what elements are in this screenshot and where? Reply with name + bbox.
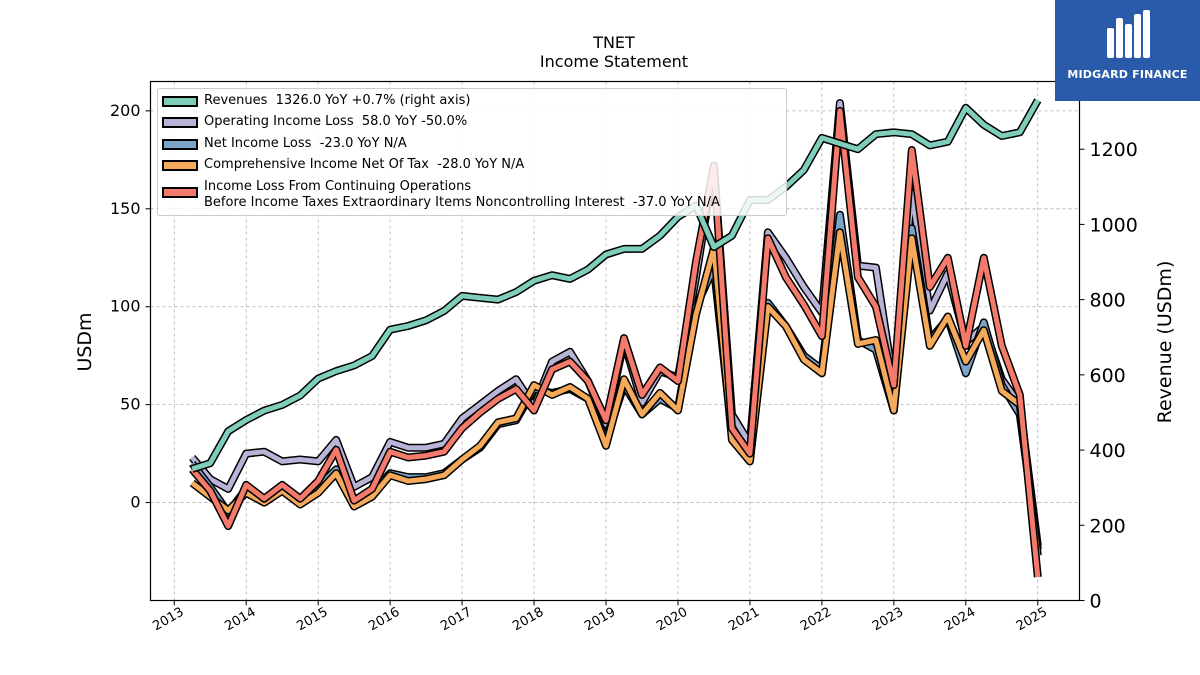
legend-item-operating-income: Operating Income Loss 58.0 YoY -50.0% [162, 114, 467, 130]
brand-logo-mark-icon [1107, 10, 1150, 58]
legend-label-pretax-income: Income Loss From Continuing Operations B… [204, 179, 720, 210]
y2-tick-label-400: 400 [1090, 440, 1126, 462]
y-tick-label-100: 100 [110, 297, 141, 316]
y2-axis-label: Revenue (USDm) [1154, 261, 1176, 424]
legend-item-revenues: Revenues 1326.0 YoY +0.7% (right axis) [162, 93, 470, 109]
legend-label-revenues: Revenues 1326.0 YoY +0.7% (right axis) [204, 93, 471, 108]
legend: Revenues 1326.0 YoY +0.7% (right axis) O… [157, 88, 787, 216]
legend-swatch-revenues [162, 96, 198, 107]
y2-tick-label-1200: 1200 [1090, 139, 1138, 161]
chart-title: TNET [592, 33, 635, 52]
series-line-revenues [191, 99, 1040, 472]
legend-swatch-pretax-income [162, 187, 198, 198]
legend-swatch-net-income [162, 139, 198, 150]
y-tick-label-150: 150 [110, 199, 141, 218]
legend-item-net-income: Net Income Loss -23.0 YoY N/A [162, 136, 407, 152]
legend-item-comprehensive-income: Comprehensive Income Net Of Tax -28.0 Yo… [162, 157, 524, 173]
legend-label-comprehensive-income: Comprehensive Income Net Of Tax -28.0 Yo… [204, 157, 525, 172]
y-axis-label: USDm [74, 312, 96, 371]
y-tick-label-50: 50 [120, 395, 140, 414]
brand-logo: MIDGARD FINANCE [1055, 0, 1200, 101]
brand-logo-text: MIDGARD FINANCE [1067, 68, 1188, 81]
series-line-pretax-income [190, 108, 1041, 578]
legend-label-operating-income: Operating Income Loss 58.0 YoY -50.0% [204, 114, 468, 129]
y-tick-label-0: 0 [130, 493, 140, 512]
chart-subtitle: Income Statement [540, 52, 688, 71]
legend-swatch-comprehensive-income [162, 160, 198, 171]
legend-label-net-income: Net Income Loss -23.0 YoY N/A [204, 136, 407, 151]
y-tick-label-200: 200 [110, 101, 141, 120]
y2-tick-label-800: 800 [1090, 290, 1126, 312]
series-lines [189, 98, 1042, 578]
y2-tick-label-200: 200 [1090, 515, 1126, 537]
legend-swatch-operating-income [162, 117, 198, 128]
legend-item-pretax-income: Income Loss From Continuing Operations B… [162, 179, 720, 211]
y2-tick-label-1000: 1000 [1090, 214, 1138, 236]
y2-tick-label-0: 0 [1090, 591, 1102, 613]
plot-frame [149, 80, 1081, 602]
y2-tick-label-600: 600 [1090, 365, 1126, 387]
